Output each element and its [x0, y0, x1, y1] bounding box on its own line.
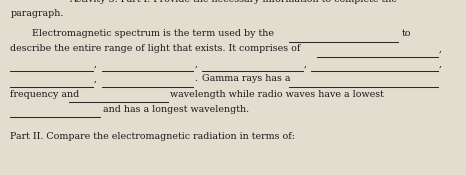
Text: ,: ,: [94, 75, 97, 83]
Text: to: to: [402, 30, 411, 38]
Text: wavelength while radio waves have a lowest: wavelength while radio waves have a lowe…: [170, 90, 384, 99]
Text: ,: ,: [194, 59, 197, 68]
Text: ,: ,: [94, 59, 97, 68]
Text: ,: ,: [439, 44, 442, 53]
Text: paragraph.: paragraph.: [10, 9, 64, 18]
Text: Part II. Compare the electromagnetic radiation in terms of:: Part II. Compare the electromagnetic rad…: [10, 132, 295, 141]
Text: ,: ,: [304, 59, 307, 68]
Text: .: .: [194, 75, 197, 83]
Text: describe the entire range of light that exists. It comprises of: describe the entire range of light that …: [10, 44, 301, 53]
Text: frequency and: frequency and: [10, 90, 80, 99]
Text: and has a longest wavelength.: and has a longest wavelength.: [103, 105, 249, 114]
Text: Gamma rays has a: Gamma rays has a: [202, 75, 290, 83]
Text: ,: ,: [439, 59, 442, 68]
Text: Activity 5. Part I. Provide the necessary information to complete the: Activity 5. Part I. Provide the necessar…: [69, 0, 397, 4]
Text: Electromagnetic spectrum is the term used by the: Electromagnetic spectrum is the term use…: [32, 30, 274, 38]
